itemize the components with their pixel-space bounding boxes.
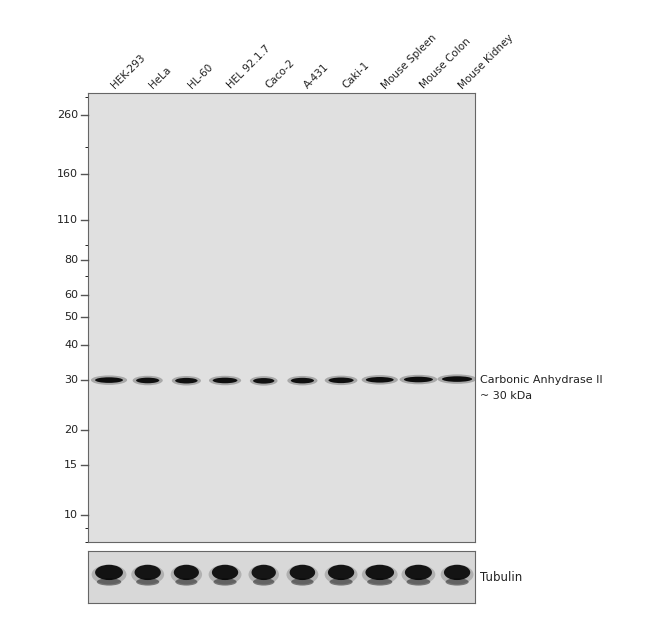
Ellipse shape [136,377,159,383]
Ellipse shape [131,565,164,584]
Ellipse shape [135,565,161,580]
Text: 15: 15 [64,460,78,470]
Text: Caki-1: Caki-1 [341,60,372,91]
Ellipse shape [441,565,474,584]
Ellipse shape [172,376,201,385]
Ellipse shape [209,565,242,584]
Ellipse shape [287,376,317,385]
Ellipse shape [253,578,274,586]
Ellipse shape [330,578,353,586]
Text: HEK-293: HEK-293 [109,53,147,91]
Ellipse shape [248,565,279,584]
Ellipse shape [324,565,358,584]
Text: ~ 30 kDa: ~ 30 kDa [480,391,532,401]
Text: 40: 40 [64,340,78,350]
Ellipse shape [176,578,198,586]
Text: 60: 60 [64,290,78,300]
Ellipse shape [250,376,278,386]
Ellipse shape [291,578,314,586]
Ellipse shape [252,565,276,580]
Ellipse shape [402,565,436,584]
Ellipse shape [328,377,354,383]
Ellipse shape [290,565,315,580]
Text: Mouse Kidney: Mouse Kidney [457,33,515,91]
Text: 30: 30 [64,375,78,385]
Text: Mouse Spleen: Mouse Spleen [380,32,438,91]
Ellipse shape [404,377,433,382]
Ellipse shape [291,378,314,383]
Ellipse shape [328,565,354,580]
Text: Mouse Colon: Mouse Colon [419,37,473,91]
Text: 80: 80 [64,254,78,265]
Text: 160: 160 [57,169,78,179]
Ellipse shape [444,565,470,580]
Ellipse shape [362,565,398,584]
Text: Caco-2: Caco-2 [264,58,296,91]
Ellipse shape [91,376,127,385]
Ellipse shape [445,578,469,586]
Ellipse shape [174,565,199,580]
Ellipse shape [92,565,126,584]
Ellipse shape [136,578,159,586]
Ellipse shape [365,565,394,580]
Text: Carbonic Anhydrase II: Carbonic Anhydrase II [480,375,603,385]
Ellipse shape [95,565,123,580]
Text: 50: 50 [64,312,78,322]
Ellipse shape [213,377,237,383]
Ellipse shape [400,375,437,385]
Ellipse shape [97,578,122,586]
Ellipse shape [133,376,162,385]
Ellipse shape [175,378,198,383]
Ellipse shape [406,578,430,586]
Ellipse shape [253,378,274,384]
Ellipse shape [209,376,241,385]
Text: 110: 110 [57,216,78,225]
Text: 260: 260 [57,110,78,119]
Text: HL-60: HL-60 [187,62,215,91]
Ellipse shape [405,565,432,580]
Text: HeLa: HeLa [148,65,174,91]
Text: 20: 20 [64,425,78,435]
Text: HEL 92.1.7: HEL 92.1.7 [225,44,272,91]
Text: 10: 10 [64,510,78,520]
Ellipse shape [287,565,318,584]
Ellipse shape [361,375,398,385]
Ellipse shape [171,565,202,584]
Ellipse shape [212,565,238,580]
Ellipse shape [213,578,237,586]
Ellipse shape [325,376,358,385]
Text: A-431: A-431 [302,62,331,91]
Ellipse shape [366,377,394,383]
Ellipse shape [367,578,393,586]
Ellipse shape [442,376,472,382]
Ellipse shape [95,377,123,383]
Ellipse shape [437,374,476,384]
Text: Tubulin: Tubulin [480,571,523,584]
